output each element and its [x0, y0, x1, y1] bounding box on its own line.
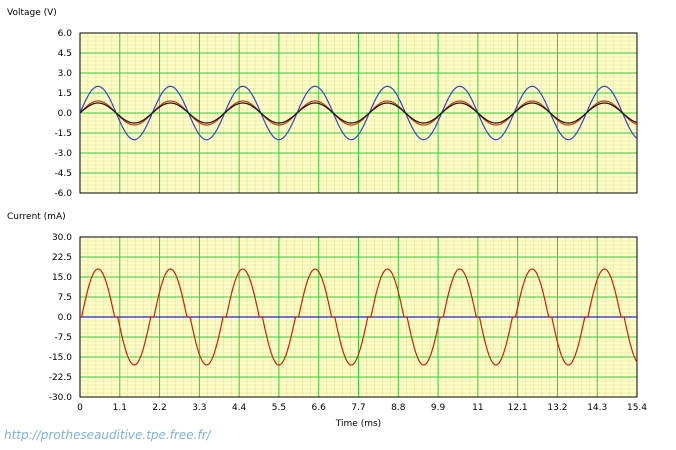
current-x-tick-label: 8.8 [391, 403, 406, 413]
voltage-y-tick-label: 4.5 [58, 49, 72, 59]
current-x-tick-label: 11 [472, 403, 483, 413]
current-y-tick-label: -15.0 [49, 353, 73, 363]
voltage-chart: 6.0 4.5 3.0 1.5 0.0 -1.5 -3.0 -4.5 -6.0 Voltage (… [7, 8, 638, 199]
current-chart: 30.0 22.5 15.0 7.5 0.0 -7.5 -15.0 -22.5 -30.0 0 1.… [7, 212, 647, 429]
current-x-tick-label: 1.1 [113, 403, 127, 413]
voltage-y-tick-label: 3.0 [58, 69, 73, 79]
watermark-url: http://protheseauditive.tpe.free.fr/ [4, 428, 213, 442]
current-y-tick-label: 0.0 [58, 313, 73, 323]
current-x-tick-label: 7.7 [351, 403, 365, 413]
voltage-series-line-0 [80, 85, 637, 141]
current-y-tick-label: 15.0 [52, 273, 72, 283]
current-y-tick-label: -22.5 [49, 373, 72, 383]
voltage-y-tick-label: -6.0 [54, 189, 72, 199]
voltage-series-line-1 [80, 100, 637, 126]
current-y-tick-label: 7.5 [58, 293, 72, 303]
current-y-tick-label: -7.5 [54, 333, 72, 343]
voltage-y-tick-label: 1.5 [58, 89, 72, 99]
current-x-tick-label: 15.4 [627, 403, 647, 413]
voltage-y-axis-title: Voltage (V) [7, 8, 57, 18]
voltage-y-tick-label: -4.5 [54, 169, 72, 179]
current-y-axis-title: Current (mA) [7, 212, 66, 222]
current-y-tick-label: 22.5 [52, 253, 72, 263]
current-x-tick-label: 9.9 [431, 403, 446, 413]
current-x-tick-label: 2.2 [152, 403, 166, 413]
voltage-y-tick-label: -3.0 [54, 149, 72, 159]
current-x-tick-label: 13.2 [547, 403, 567, 413]
current-x-tick-label: 0 [77, 403, 83, 413]
voltage-y-tick-label: 6.0 [58, 29, 73, 39]
current-y-tick-label: 30.0 [52, 233, 72, 243]
current-x-tick-label: 3.3 [192, 403, 206, 413]
current-x-axis-title: Time (ms) [335, 419, 381, 429]
voltage-y-tick-label: 0.0 [58, 109, 73, 119]
current-x-tick-label: 14.3 [587, 403, 607, 413]
current-x-tick-label: 4.4 [232, 403, 247, 413]
current-series-line-1 [80, 268, 637, 366]
voltage-series-line-2 [80, 102, 637, 124]
current-x-tick-label: 6.6 [312, 403, 327, 413]
current-x-tick-label: 5.5 [272, 403, 286, 413]
current-x-tick-label: 12.1 [508, 403, 528, 413]
voltage-y-tick-label: -1.5 [54, 129, 72, 139]
current-y-tick-label: -30.0 [49, 393, 73, 403]
